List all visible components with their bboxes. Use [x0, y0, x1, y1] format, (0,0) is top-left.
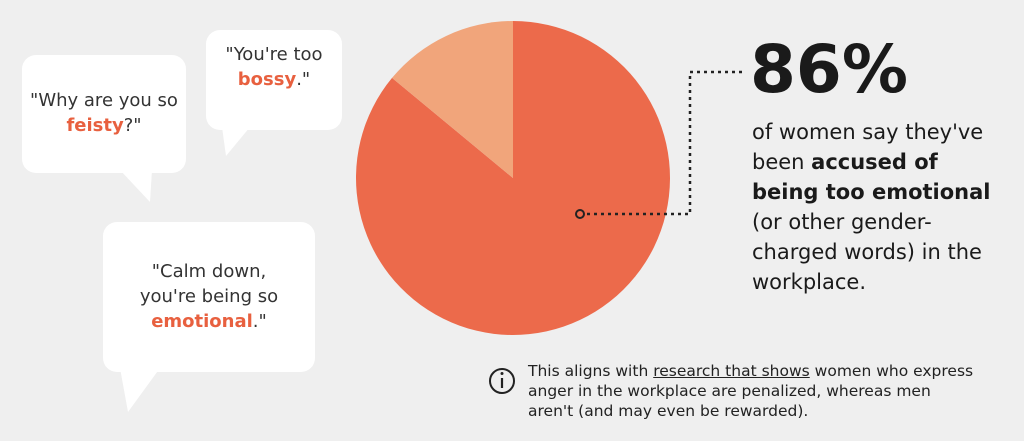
quote-text: "Calm down, you're being so — [139, 261, 279, 307]
bubble — [206, 30, 342, 130]
quote: "Why are you so feisty?" — [30, 88, 178, 138]
quote-text: "Why are you so — [30, 90, 178, 111]
bubbles — [22, 30, 342, 412]
quote-text: ." — [296, 69, 311, 90]
big-stat: 86% — [750, 31, 908, 108]
quote-highlight: emotional — [151, 311, 253, 332]
info-icon — [500, 372, 504, 375]
callout-text: (or other gender-charged words) in the w… — [752, 210, 982, 294]
quote-highlight: feisty — [66, 115, 124, 136]
quote-highlight: bossy — [237, 69, 297, 90]
pie-slice — [356, 21, 670, 336]
callout-bold: accused of being too emotional — [752, 150, 991, 204]
bubble-tail — [120, 170, 152, 202]
quote-text: ." — [252, 311, 267, 332]
info-icon — [489, 368, 515, 394]
quote: "You're too bossy." — [224, 42, 324, 92]
quote-text: "You're too — [225, 44, 323, 65]
pie-slice — [392, 21, 513, 178]
callout: of women say they've been accused of bei… — [752, 117, 992, 297]
note-link[interactable]: research that shows — [653, 362, 810, 380]
bubble — [22, 55, 186, 173]
bubble — [103, 222, 315, 372]
note-text: This aligns with — [528, 362, 654, 380]
quote-text: ?" — [123, 115, 142, 136]
bubble-tail — [222, 127, 250, 156]
note: This aligns with research that shows wom… — [528, 361, 978, 421]
callout-text: of women say they've been — [752, 120, 984, 174]
bubble-tail — [120, 368, 160, 412]
connector-dot — [575, 209, 585, 219]
quote: "Calm down, you're being so emotional." — [124, 259, 294, 334]
note-text: women who express anger in the workplace… — [528, 362, 974, 420]
pie — [356, 21, 670, 336]
